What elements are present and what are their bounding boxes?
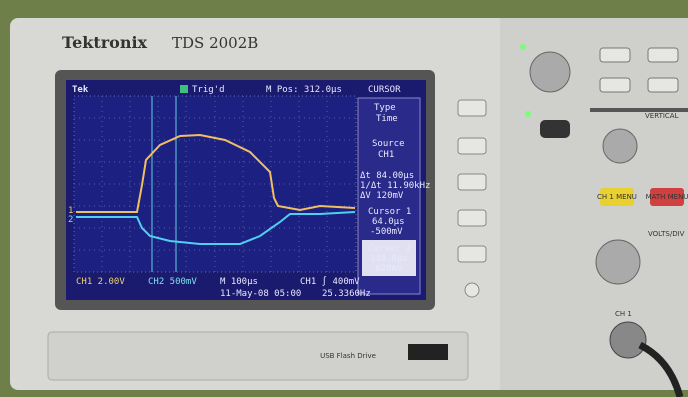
print-button[interactable] (540, 120, 570, 138)
ch2-scale: CH2 500mV (148, 277, 197, 287)
menu-label: Type (374, 103, 396, 113)
button[interactable] (600, 78, 630, 92)
cursor-2-voltage: -620mV (370, 264, 403, 274)
page: Tektronix TDS 2002B 1 2 Tek Trig'd M Pos… (0, 0, 688, 397)
ch1-connector (610, 322, 646, 358)
timebase: M 100µs (220, 277, 258, 287)
cursor-1-voltage: -500mV (370, 227, 403, 237)
menu-button[interactable] (458, 174, 486, 190)
ch1-input-label: CH 1 (615, 310, 632, 318)
usb-port (408, 344, 448, 360)
trigger-setting: CH1 ∫ 400mV (300, 276, 360, 287)
menu-button[interactable] (458, 138, 486, 154)
cursor-2-label: Cursor 2 (368, 244, 411, 254)
screen-logo: Tek (72, 85, 89, 95)
button[interactable] (600, 48, 630, 62)
position: M Pos: 312.0µs (266, 85, 342, 95)
math-menu-label: MATH MENU (646, 193, 688, 201)
menu-title: CURSOR (368, 85, 401, 95)
trigger-status: Trig'd (192, 85, 225, 95)
delta-voltage: ΔV 120mV (360, 191, 404, 201)
ch1-menu-label: CH 1 MENU (597, 193, 637, 201)
ch1-scale: CH1 2.00V (76, 277, 125, 287)
option-button[interactable] (465, 283, 479, 297)
vertical-label: VERTICAL (645, 112, 679, 120)
oscilloscope: Tektronix TDS 2002B 1 2 Tek Trig'd M Pos… (0, 0, 688, 397)
ch2-marker: 2 (68, 215, 73, 225)
delta-time: Δt 84.00µs (360, 171, 414, 181)
led (520, 44, 526, 50)
delta-frequency: 1/Δt 11.90kHz (360, 181, 430, 191)
brand: Tektronix (62, 33, 148, 52)
frequency: 25.3360Hz (322, 289, 371, 299)
lower-panel (48, 332, 468, 380)
menu-value: Time (376, 114, 398, 124)
graticule (74, 96, 356, 272)
trigger-indicator (180, 85, 188, 93)
button[interactable] (648, 78, 678, 92)
menu-label: Source (372, 139, 405, 149)
menu-value: CH1 (378, 150, 394, 160)
multipurpose-knob[interactable] (530, 52, 570, 92)
menu-button[interactable] (458, 210, 486, 226)
button[interactable] (648, 48, 678, 62)
volts-knob[interactable] (596, 240, 640, 284)
cursor-1-time: 64.0µs (372, 217, 405, 227)
cursor-2-time: 148.0µs (370, 254, 408, 264)
model: TDS 2002B (172, 34, 258, 52)
position-knob[interactable] (603, 129, 637, 163)
usb-label: USB Flash Drive (320, 352, 376, 360)
date: 11-May-08 05:00 (220, 289, 301, 299)
cursor-1-label: Cursor 1 (368, 207, 411, 217)
led (525, 111, 531, 117)
menu-button[interactable] (458, 100, 486, 116)
menu-button[interactable] (458, 246, 486, 262)
volts-div-label: VOLTS/DIV (648, 230, 685, 238)
